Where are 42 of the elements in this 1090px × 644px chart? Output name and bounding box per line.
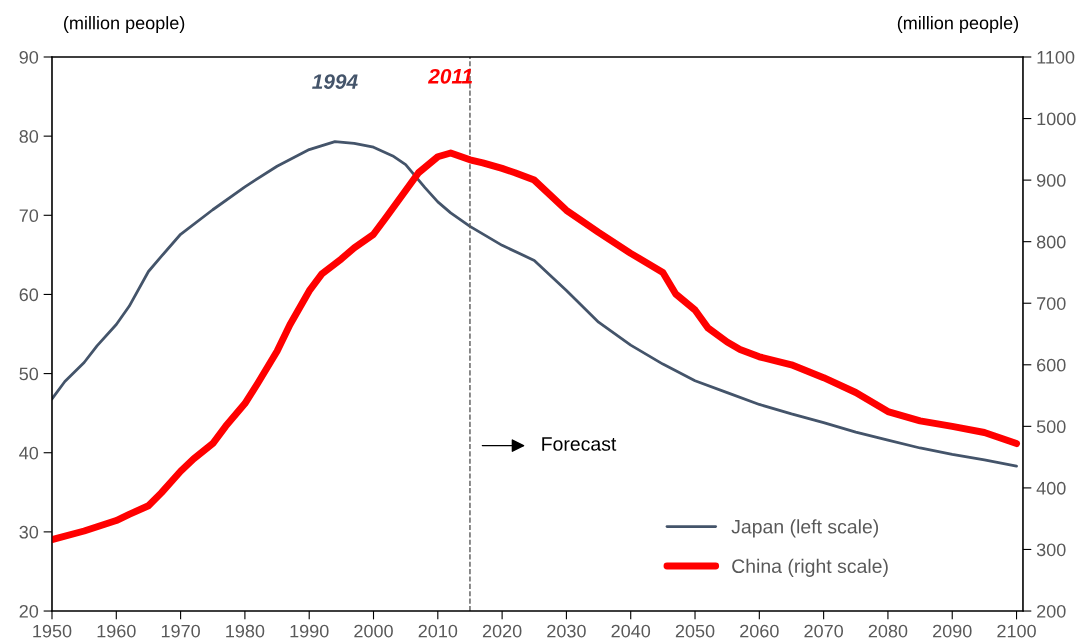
x-tick-label: 2000 [354, 624, 393, 638]
y2-tick-label: 1000 [1037, 112, 1076, 126]
y2-tick-label: 700 [1037, 297, 1066, 310]
x-tick-label: 2070 [804, 624, 844, 638]
x-tick-label: 2030 [547, 624, 586, 638]
y2-tick-label: 300 [1036, 543, 1066, 557]
y2-tick-label: 500 [1036, 420, 1066, 434]
y2-tick-label: 1100 [1037, 50, 1075, 64]
y-tick-label: 20 [19, 604, 39, 618]
y-tick-label: 80 [19, 130, 39, 143]
annotation: Forecast [542, 437, 617, 451]
y-tick-label: 90 [19, 50, 39, 64]
x-tick-label: 2020 [482, 624, 522, 638]
y2-axis-title: (million people) [897, 16, 1019, 33]
legend-label: Japan (left scale) [731, 519, 879, 538]
y2-tick-label: 400 [1036, 481, 1066, 495]
line-series [51, 140, 1018, 468]
x-tick-label: 2050 [675, 624, 715, 638]
legend-label: China (right scale) [732, 558, 888, 577]
y-tick-label: 60 [19, 288, 39, 302]
y2-tick-label: 900 [1037, 174, 1066, 187]
x-tick-label: 2100 [997, 624, 1036, 638]
annotation: 2011 [427, 68, 472, 84]
annotation: 1994 [312, 74, 358, 89]
x-tick-label: 2060 [740, 624, 779, 638]
y-axis-title: (million people) [64, 16, 185, 33]
y2-tick-label: 200 [1037, 604, 1066, 618]
x-tick-label: 2090 [933, 624, 972, 638]
x-tick-label: 1970 [161, 624, 200, 638]
y-tick-label: 40 [19, 446, 39, 460]
x-tick-label: 2040 [611, 624, 651, 638]
y2-tick-label: 800 [1036, 235, 1066, 249]
y-tick-label: 50 [19, 367, 39, 381]
x-tick-label: 2010 [418, 624, 458, 638]
y2-tick-label: 600 [1037, 358, 1066, 372]
y-tick-label: 70 [19, 209, 39, 223]
y-tick-label: 30 [19, 525, 39, 539]
x-tick-label: 1960 [97, 624, 136, 638]
x-tick-label: 1950 [33, 624, 72, 638]
x-tick-label: 2080 [868, 624, 908, 638]
x-tick-label: 1990 [290, 624, 329, 638]
x-tick-label: 1980 [226, 624, 265, 638]
